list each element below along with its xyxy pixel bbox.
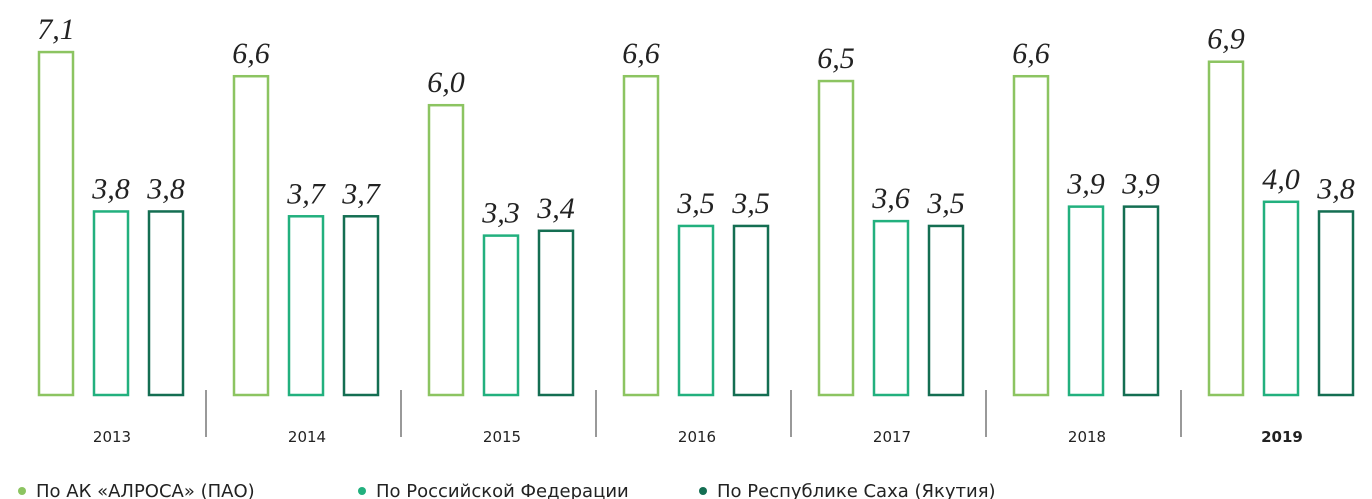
value-label: 6,6 — [1012, 37, 1050, 70]
bar — [342, 215, 380, 397]
bar — [677, 224, 715, 397]
legend-label: По Республике Саха (Якутия) — [717, 481, 996, 499]
x-tick-label: 2014 — [288, 428, 326, 446]
value-label: 6,0 — [427, 66, 465, 99]
bar — [1317, 210, 1355, 397]
value-label: 6,6 — [622, 37, 660, 70]
value-label: 3,5 — [676, 187, 715, 220]
value-label: 3,8 — [1316, 172, 1355, 205]
bar — [927, 224, 965, 397]
bar — [1012, 74, 1050, 397]
value-label: 6,9 — [1207, 23, 1245, 56]
bar — [287, 215, 325, 397]
value-label: 7,1 — [37, 13, 75, 46]
value-label: 3,7 — [286, 177, 327, 210]
x-tick-label: 2013 — [93, 428, 131, 446]
bar — [1067, 205, 1105, 397]
bar — [232, 74, 270, 397]
bar — [622, 74, 660, 397]
value-label: 3,3 — [481, 197, 520, 230]
value-label: 3,8 — [91, 172, 130, 205]
x-tick-label: 2019 — [1261, 428, 1303, 446]
bar — [482, 234, 520, 397]
value-label: 3,6 — [871, 182, 910, 215]
legend-label: По Российской Федерации — [376, 481, 629, 499]
value-label: 3,8 — [146, 172, 185, 205]
bar — [147, 210, 185, 397]
value-label: 3,5 — [926, 187, 965, 220]
value-label: 6,6 — [232, 37, 270, 70]
value-label: 3,4 — [536, 192, 575, 225]
legend-marker — [699, 487, 707, 495]
value-label: 3,5 — [731, 187, 770, 220]
x-tick-label: 2015 — [483, 428, 521, 446]
value-label: 4,0 — [1262, 163, 1300, 196]
bar — [1207, 60, 1245, 397]
legend-marker — [18, 487, 26, 495]
bar — [1262, 200, 1300, 397]
bar — [537, 229, 575, 397]
bar — [92, 210, 130, 397]
value-label: 3,9 — [1066, 168, 1105, 201]
value-label: 3,9 — [1121, 168, 1160, 201]
x-tick-label: 2016 — [678, 428, 716, 446]
value-label: 6,5 — [817, 42, 855, 75]
legend-marker — [358, 487, 366, 495]
bar — [817, 79, 855, 397]
bar — [732, 224, 770, 397]
bar — [1122, 205, 1160, 397]
legend-label: По АК «АЛРОСА» (ПАО) — [36, 481, 255, 499]
bar — [37, 50, 75, 397]
bar — [872, 219, 910, 397]
x-tick-label: 2018 — [1068, 428, 1106, 446]
bar — [427, 103, 465, 397]
x-tick-label: 2017 — [873, 428, 911, 446]
value-label: 3,7 — [341, 177, 382, 210]
